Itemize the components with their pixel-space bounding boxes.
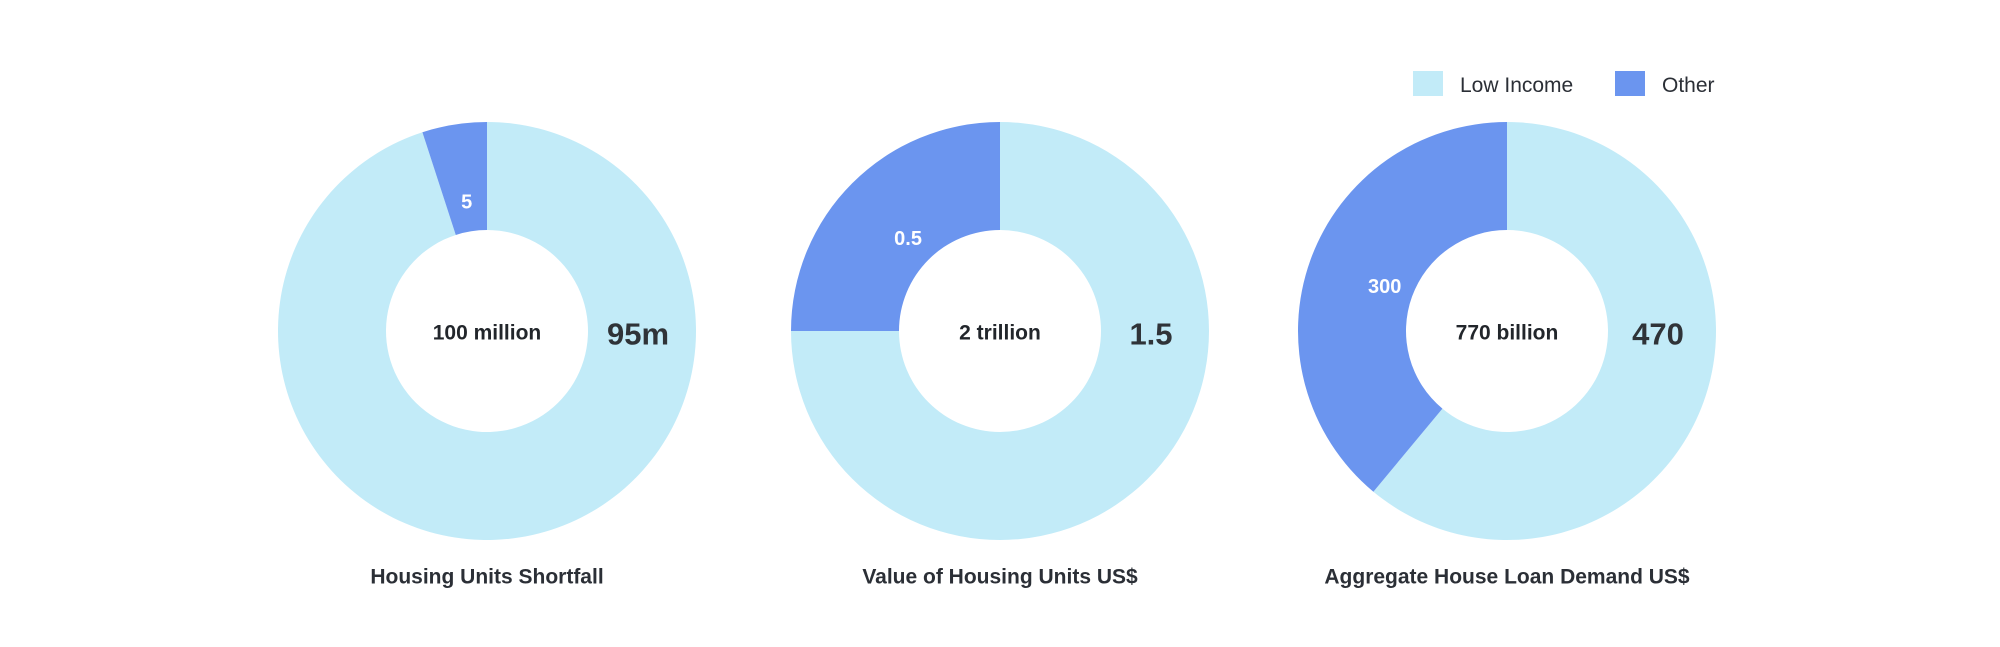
legend-swatch-low-income <box>1413 71 1443 96</box>
legend-label-low-income: Low Income <box>1460 74 1573 97</box>
chart-title-2: Value of Housing Units US$ <box>862 566 1138 589</box>
value-label-low-income-2: 1.5 <box>1129 317 1172 352</box>
chart-title-1: Housing Units Shortfall <box>370 566 603 589</box>
donut-chart-2: 2 trillion 1.5 0.5 Value of Housing Units U… <box>791 122 1209 589</box>
slice-low-income-3 <box>1373 122 1716 540</box>
charts-group: 100 million 95m 5 Housing Units Shortfall 2 … <box>277 122 1716 589</box>
value-label-low-income-1: 95m <box>607 317 669 352</box>
chart-title-3: Aggregate House Loan Demand US$ <box>1324 566 1690 589</box>
legend-label-other: Other <box>1662 74 1715 97</box>
center-label-1: 100 million <box>433 322 542 345</box>
value-label-low-income-3: 470 <box>1632 317 1684 352</box>
slice-other-2 <box>791 122 1000 331</box>
slice-other-3 <box>1298 122 1507 492</box>
slice-other-1 <box>422 122 487 235</box>
slice-low-income-2 <box>791 122 1209 540</box>
donut-chart-1: 100 million 95m 5 Housing Units Shortfall <box>277 122 696 589</box>
center-label-3: 770 billion <box>1456 322 1559 345</box>
value-label-other-1: 5 <box>461 192 472 214</box>
value-label-other-3: 300 <box>1368 276 1401 298</box>
value-label-other-2: 0.5 <box>894 228 922 250</box>
center-label-2: 2 trillion <box>959 322 1041 345</box>
donut-chart-3: 770 billion 470 300 Aggregate House Loan De… <box>1298 122 1716 589</box>
legend-swatch-other <box>1615 71 1645 96</box>
legend: Low Income Other <box>1413 71 1715 97</box>
slice-low-income-1 <box>277 122 696 540</box>
